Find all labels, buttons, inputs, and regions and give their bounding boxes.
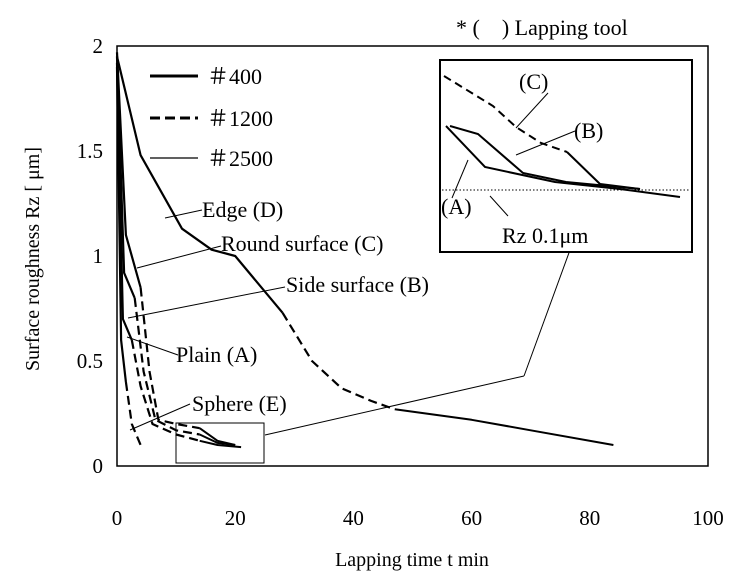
zoom-region-box: [175, 422, 265, 464]
series-segment-grit-400: [115, 52, 142, 288]
x-tick-label: 100: [692, 506, 724, 530]
y-axis-label: Surface roughness Rz [ μm]: [22, 147, 44, 371]
label-side: Side surface (B): [286, 272, 429, 297]
series-segment-grit-1200: [281, 312, 396, 411]
series-segment-grit-400: [115, 66, 127, 383]
series-segment-grit-1200: [133, 297, 200, 436]
inset-label-c: (C): [519, 69, 548, 94]
y-tick-label: 2: [93, 34, 104, 58]
x-tick-label: 20: [225, 506, 246, 530]
label-sphere: Sphere (E): [192, 391, 287, 416]
series-edge-d: [115, 56, 614, 446]
x-tick-label: 0: [112, 506, 123, 530]
x-tick-labels: 0 20 40 60 80 100: [112, 506, 724, 530]
x-tick-label: 60: [461, 506, 482, 530]
inset-label-a: (A): [441, 194, 472, 219]
series-segment-grit-1200: [124, 381, 142, 446]
inset-curve-c-tail: [566, 151, 641, 190]
legend-label-400: ＃400: [207, 64, 262, 89]
leader-sphere: [129, 403, 191, 431]
series-segment-grit-2500: [199, 439, 242, 449]
inset-leader-a: [451, 159, 469, 199]
y-tick-label: 1.5: [77, 139, 103, 163]
inset-label-rz: Rz 0.1μm: [502, 223, 588, 248]
inset-leader-c: [515, 92, 549, 129]
legend-label-1200: ＃1200: [207, 106, 273, 131]
zoom-connector-2: [523, 249, 571, 377]
inset-leader-rz: [489, 195, 509, 217]
legend-label-2500: ＃2500: [207, 146, 273, 171]
plot-frame: [116, 45, 709, 467]
inset-panel: (C) (B) (A) Rz 0.1μm: [439, 59, 693, 253]
series-segment-grit-2500: [394, 408, 614, 446]
zoom-connector: [264, 375, 525, 436]
series-segment-grit-2500: [199, 433, 236, 446]
leader-edge: [164, 209, 203, 219]
leader-side: [127, 286, 286, 319]
series-segment-grit-400: [115, 56, 284, 314]
header-note: * ( ) Lapping tool: [456, 15, 628, 40]
y-tick-label: 1: [93, 244, 104, 268]
legend: ＃400 ＃1200 ＃2500: [150, 64, 273, 171]
series-sphere-e: [115, 66, 142, 446]
label-plain: Plain (A): [176, 342, 257, 367]
inset-curve-a: [445, 125, 681, 198]
series-segment-grit-1200: [130, 339, 200, 442]
inset-curve-b: [449, 125, 641, 190]
y-tick-label: 0: [93, 454, 104, 478]
x-axis-label: Lapping time t min: [335, 549, 489, 571]
inset-leader-b: [515, 130, 576, 156]
label-round: Round surface (C): [221, 231, 384, 256]
leader-round: [136, 245, 222, 269]
inset-frame: [439, 59, 693, 253]
y-tick-labels: 0 0.5 1 1.5 2: [77, 34, 103, 478]
leader-plain: [126, 336, 179, 356]
x-tick-label: 40: [343, 506, 364, 530]
x-tick-label: 80: [579, 506, 600, 530]
label-edge: Edge (D): [202, 197, 283, 222]
inset-label-b: (B): [574, 118, 603, 143]
annotation-leaders: [126, 209, 286, 431]
y-tick-label: 0.5: [77, 349, 103, 373]
